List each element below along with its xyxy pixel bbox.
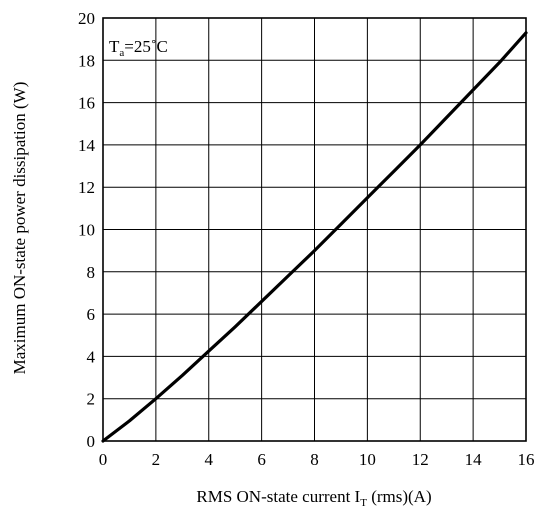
y-tick-label: 8: [87, 263, 96, 282]
svg-text:Maximum ON-state power dissipa: Maximum ON-state power dissipation (W): [10, 82, 29, 375]
x-tick-label: 2: [152, 450, 161, 469]
y-tick-label: 18: [78, 51, 95, 70]
y-tick-label: 6: [87, 305, 96, 324]
svg-text:Ta=25˚C: Ta=25˚C: [109, 37, 168, 59]
x-tick-label: 8: [310, 450, 319, 469]
grid: [102, 17, 527, 442]
svg-text:RMS ON-state current IT (rms)(: RMS ON-state current IT (rms)(A): [196, 487, 431, 509]
x-tick-label: 4: [205, 450, 214, 469]
y-tick-label: 4: [87, 347, 96, 366]
x-tick-label: 12: [412, 450, 429, 469]
x-axis-title: RMS ON-state current IT (rms)(A): [196, 487, 431, 509]
x-tick-label: 6: [257, 450, 266, 469]
y-tick-label: 2: [87, 390, 96, 409]
y-tick-label: 14: [78, 136, 96, 155]
y-axis-title: Maximum ON-state power dissipation (W): [10, 82, 29, 375]
x-tick-label: 14: [465, 450, 483, 469]
x-tick-label: 10: [359, 450, 376, 469]
x-tick-label: 0: [99, 450, 108, 469]
y-tick-label: 0: [87, 432, 96, 451]
plot-frame: [102, 17, 527, 442]
y-tick-label: 16: [78, 94, 95, 113]
y-tick-labels: 0 2 4 6 8 10 12 14 16 18 20: [78, 9, 96, 451]
annotation: Ta=25˚C: [109, 37, 168, 59]
series-line: [101, 31, 528, 443]
y-tick-label: 20: [78, 9, 95, 28]
series-layer: [101, 31, 528, 443]
y-tick-label: 12: [78, 178, 95, 197]
x-tick-label: 16: [518, 450, 535, 469]
y-tick-label: 10: [78, 221, 95, 240]
x-tick-labels: 0 2 4 6 8 10 12 14 16: [99, 450, 535, 469]
